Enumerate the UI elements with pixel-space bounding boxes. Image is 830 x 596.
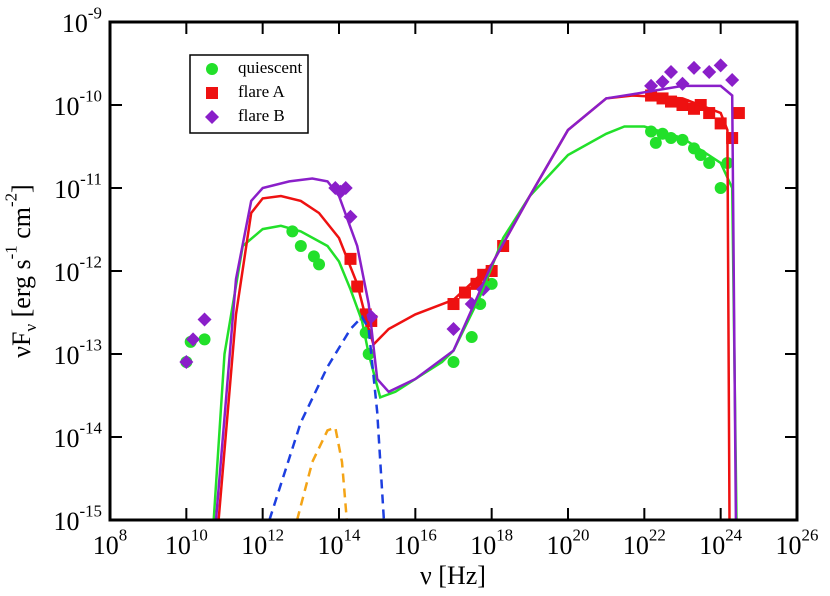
x-tick-label: 108​ [93, 525, 127, 560]
data-point [197, 312, 212, 327]
data-point [338, 181, 353, 195]
data-point [186, 332, 201, 347]
data-point [664, 64, 679, 79]
y-tick-label: 10-10​ [53, 86, 102, 121]
data-point [655, 74, 670, 89]
x-tick-label: 1010​ [165, 525, 208, 560]
y-axis-label: νFν​ [erg s-1​ cm-2​] [1, 184, 40, 357]
data-point [714, 182, 727, 194]
y-tick-label: 10-13​ [53, 335, 102, 370]
model-line [295, 425, 349, 520]
x-tick-label: 1022​ [623, 525, 666, 560]
y-tick-label: 10-14​ [53, 418, 102, 453]
y-tick-label: 10-9​ [62, 3, 102, 38]
x-tick-label: 1012​ [241, 525, 284, 560]
data-point [675, 76, 690, 91]
legend-marker [206, 63, 218, 75]
data-point [725, 73, 740, 88]
data-point [676, 99, 689, 111]
data-point [458, 286, 471, 299]
model-line [214, 84, 738, 520]
legend-label: flare A [238, 82, 285, 101]
legend-label: flare B [238, 106, 285, 125]
x-tick-label: 1024​ [699, 525, 742, 560]
data-point [649, 136, 662, 149]
x-tick-label: 1026​ [776, 525, 819, 560]
data-point [313, 258, 326, 271]
data-point [703, 157, 716, 170]
data-point [294, 240, 307, 253]
data-point [447, 356, 460, 369]
data-point [713, 58, 728, 73]
legend-label: quiescent [238, 58, 302, 77]
legend-marker [205, 110, 219, 124]
model-line [212, 125, 738, 520]
data-point [686, 60, 701, 75]
y-tick-label: 10-11​ [54, 169, 102, 204]
x-tick-label: 1016​ [394, 525, 437, 560]
x-tick-label: 1014​ [318, 525, 361, 560]
x-tick-label: 1018​ [470, 525, 513, 560]
data-point [465, 331, 478, 344]
data-point [702, 64, 717, 79]
y-tick-label: 10-15​ [53, 501, 102, 536]
data-point [446, 322, 461, 337]
data-point [485, 277, 498, 290]
y-tick-label: 10-12​ [53, 252, 102, 287]
legend-marker [206, 87, 218, 99]
plot-frame [108, 20, 799, 522]
data-point [732, 107, 745, 120]
data-point [179, 355, 194, 370]
model-line [268, 314, 386, 520]
model-line [217, 94, 731, 520]
x-axis-label: ν [Hz] [420, 561, 486, 590]
x-tick-label: 1020​ [547, 525, 590, 560]
data-point [198, 333, 211, 346]
